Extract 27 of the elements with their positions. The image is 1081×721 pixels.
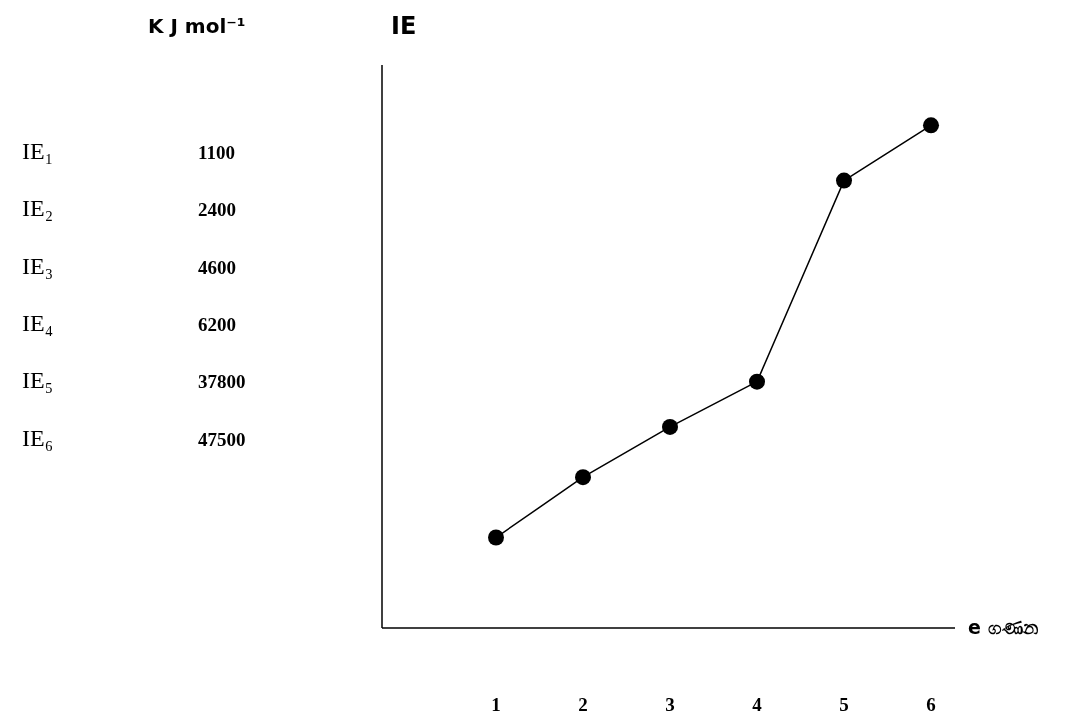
text: 47500 [198,428,246,451]
text: IE₃ [22,252,54,280]
x-tick-label: 4 [752,694,763,716]
x-tick-label: 6 [926,694,936,716]
text: 4600 [198,256,236,279]
y-axis-title: IE [391,12,417,40]
point [488,529,504,546]
text: IE₅ [22,367,54,395]
point [923,117,939,134]
point [575,469,591,486]
text: IE₄ [22,309,54,337]
x-tick-label: 3 [665,694,675,716]
text: IE₂ [22,195,54,223]
x-axis-title: e ගණන [968,616,1038,639]
text: 2400 [198,199,236,222]
text: K J mol⁻¹ [148,14,246,38]
text: IE₆ [22,424,54,452]
text: 37800 [198,371,246,394]
point [662,418,678,435]
x-tick-label: 2 [578,694,588,716]
point [749,373,765,390]
text: IE₁ [22,138,54,165]
point [836,172,852,189]
x-tick-label: 5 [839,694,849,716]
text: 6200 [198,313,236,336]
text: 1100 [198,142,235,164]
x-tick-label: 1 [491,694,501,716]
